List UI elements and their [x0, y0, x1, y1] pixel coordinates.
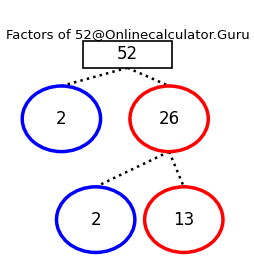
- Ellipse shape: [130, 86, 208, 152]
- Text: 2: 2: [56, 110, 67, 128]
- Text: 26: 26: [158, 110, 179, 128]
- Text: 52: 52: [117, 45, 137, 63]
- Ellipse shape: [22, 86, 100, 152]
- Text: Factors of 52@Onlinecalculator.Guru: Factors of 52@Onlinecalculator.Guru: [6, 28, 248, 41]
- Ellipse shape: [56, 187, 134, 252]
- Ellipse shape: [144, 187, 222, 252]
- Text: 13: 13: [172, 211, 194, 229]
- FancyBboxPatch shape: [83, 41, 171, 68]
- Text: 2: 2: [90, 211, 101, 229]
